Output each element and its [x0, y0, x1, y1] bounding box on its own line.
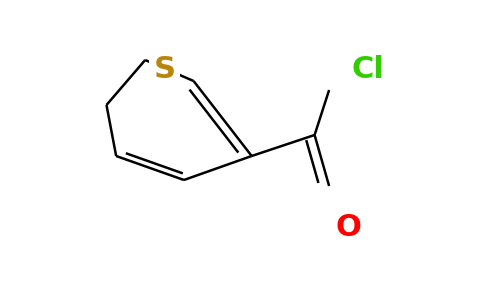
Text: Cl: Cl [351, 55, 384, 83]
Text: O: O [335, 214, 362, 242]
Text: S: S [153, 55, 176, 83]
